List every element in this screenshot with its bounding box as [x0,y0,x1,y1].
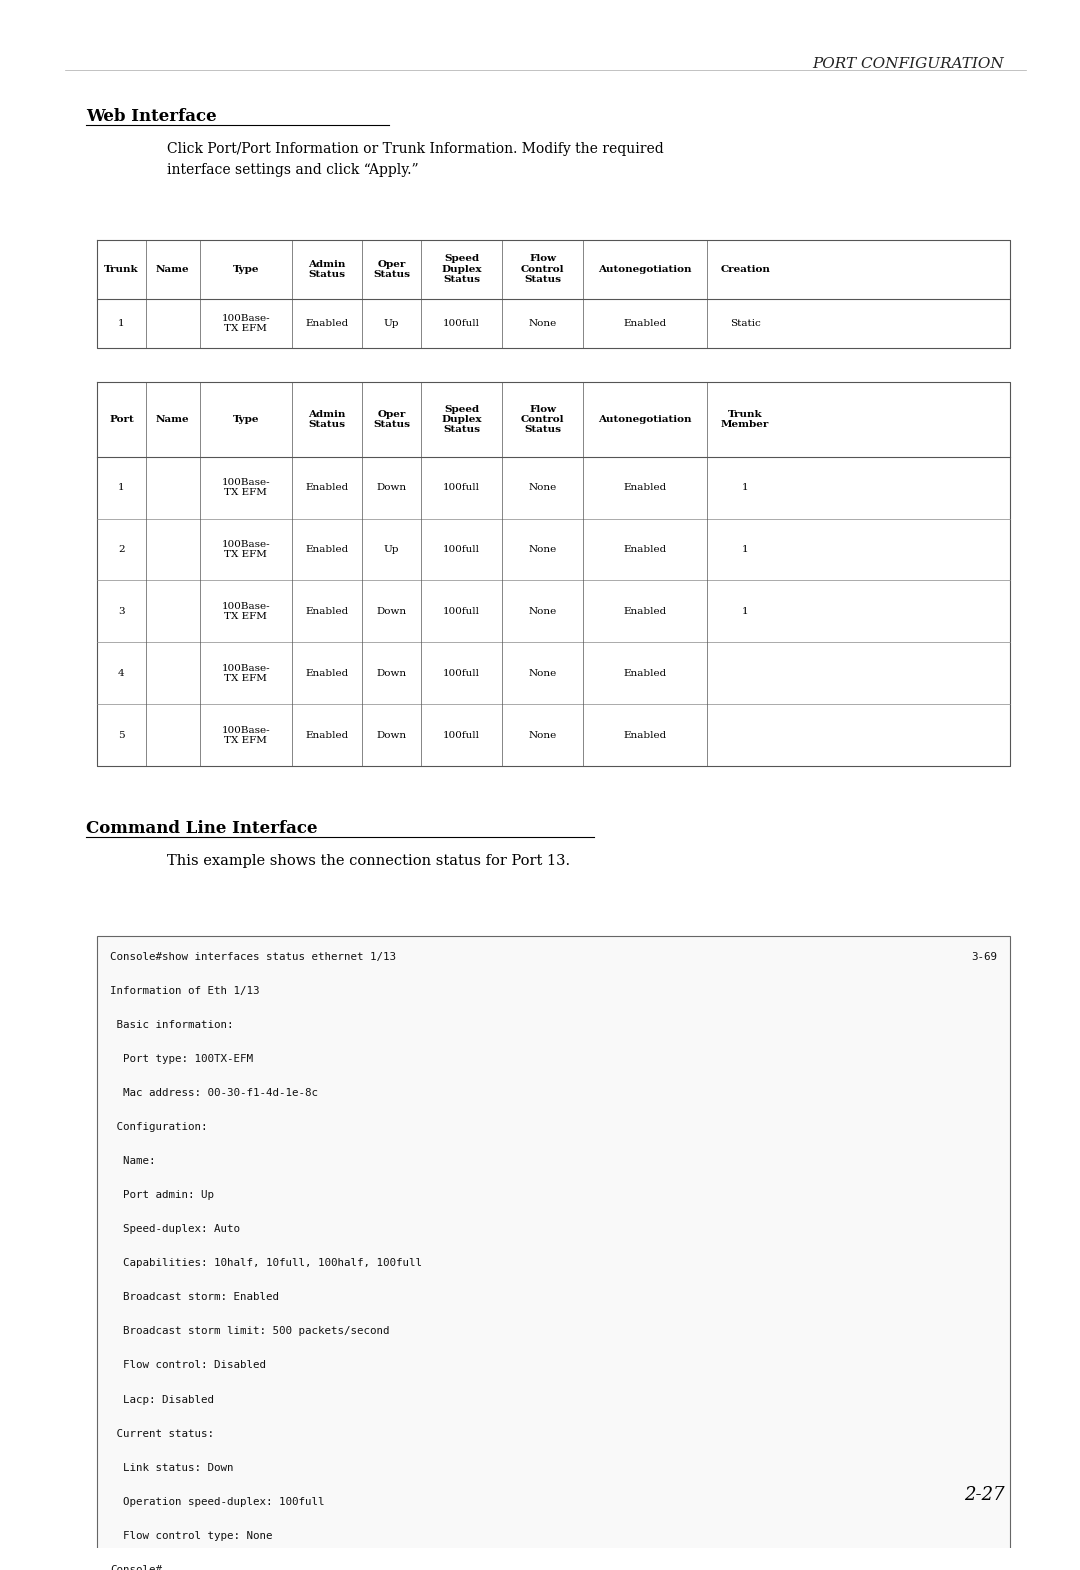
Text: Flow
Control
Status: Flow Control Status [521,405,565,435]
Text: Mac address: 00-30-f1-4d-1e-8c: Mac address: 00-30-f1-4d-1e-8c [110,1088,319,1097]
Text: Enabled: Enabled [305,669,349,678]
Text: This example shows the connection status for Port 13.: This example shows the connection status… [167,854,570,868]
Text: Current status:: Current status: [110,1429,214,1438]
Text: 100Base-
TX EFM: 100Base- TX EFM [221,725,270,744]
Text: 100Base-
TX EFM: 100Base- TX EFM [221,664,270,683]
Text: Operation speed-duplex: 100full: Operation speed-duplex: 100full [110,1496,325,1507]
Text: Admin
Status: Admin Status [308,259,346,279]
FancyBboxPatch shape [97,936,1010,1570]
Text: Down: Down [377,608,406,615]
Text: Enabled: Enabled [623,319,667,328]
Text: Oper
Status: Oper Status [373,259,410,279]
Text: Link status: Down: Link status: Down [110,1463,233,1473]
Text: Port admin: Up: Port admin: Up [110,1190,214,1199]
Text: 1: 1 [742,608,748,615]
Text: Enabled: Enabled [305,545,349,554]
Text: Enabled: Enabled [623,669,667,678]
Text: 100Base-
TX EFM: 100Base- TX EFM [221,477,270,498]
Text: Trunk: Trunk [104,265,139,273]
Text: Down: Down [377,484,406,491]
Text: Trunk
Member: Trunk Member [721,410,769,429]
Text: 100full: 100full [443,669,481,678]
Text: Type: Type [232,265,259,273]
Text: Autonegotiation: Autonegotiation [598,265,692,273]
Text: 100full: 100full [443,319,481,328]
Text: 5: 5 [118,730,125,739]
Text: Up: Up [383,319,400,328]
Text: None: None [528,608,557,615]
Text: Click Port/Port Information or Trunk Information. Modify the required
interface : Click Port/Port Information or Trunk Inf… [167,143,664,177]
Text: PORT CONFIGURATION: PORT CONFIGURATION [812,57,1004,71]
Text: 100full: 100full [443,484,481,491]
Text: Speed-duplex: Auto: Speed-duplex: Auto [110,1225,240,1234]
Text: Speed
Duplex
Status: Speed Duplex Status [442,254,482,284]
Text: Command Line Interface: Command Line Interface [86,821,318,837]
Text: 100full: 100full [443,730,481,739]
Text: None: None [528,484,557,491]
Text: 100full: 100full [443,608,481,615]
Text: 100Base-
TX EFM: 100Base- TX EFM [221,540,270,559]
Text: 100Base-
TX EFM: 100Base- TX EFM [221,314,270,333]
Text: Name: Name [156,414,190,424]
Text: 1: 1 [742,545,748,554]
Text: 2-27: 2-27 [963,1487,1004,1504]
Text: None: None [528,669,557,678]
Text: None: None [528,730,557,739]
Text: Enabled: Enabled [305,319,349,328]
Text: Console#show interfaces status ethernet 1/13: Console#show interfaces status ethernet … [110,951,396,962]
Text: Enabled: Enabled [623,608,667,615]
Text: 3: 3 [118,608,125,615]
Text: 1: 1 [118,319,125,328]
Text: 1: 1 [742,484,748,491]
Text: 1: 1 [118,484,125,491]
Text: Oper
Status: Oper Status [373,410,410,429]
Text: Down: Down [377,669,406,678]
Text: 100full: 100full [443,545,481,554]
Text: Flow control: Disabled: Flow control: Disabled [110,1361,266,1371]
Text: Information of Eth 1/13: Information of Eth 1/13 [110,986,259,995]
Text: 100Base-
TX EFM: 100Base- TX EFM [221,601,270,622]
Text: Enabled: Enabled [305,484,349,491]
Text: Port type: 100TX-EFM: Port type: 100TX-EFM [110,1053,253,1064]
Text: None: None [528,545,557,554]
Text: Autonegotiation: Autonegotiation [598,414,692,424]
Text: Enabled: Enabled [623,545,667,554]
Text: Admin
Status: Admin Status [308,410,346,429]
Text: Broadcast storm: Enabled: Broadcast storm: Enabled [110,1292,279,1303]
Text: Capabilities: 10half, 10full, 100half, 100full: Capabilities: 10half, 10full, 100half, 1… [110,1258,422,1269]
Text: Console#: Console# [110,1565,162,1570]
Text: 2: 2 [118,545,125,554]
Text: Basic information:: Basic information: [110,1020,233,1030]
Text: Lacp: Disabled: Lacp: Disabled [110,1394,214,1405]
Text: Enabled: Enabled [623,730,667,739]
Text: Name:: Name: [110,1156,156,1167]
Text: Enabled: Enabled [623,484,667,491]
Text: Name: Name [156,265,190,273]
Text: Broadcast storm limit: 500 packets/second: Broadcast storm limit: 500 packets/secon… [110,1327,390,1336]
Text: Flow
Control
Status: Flow Control Status [521,254,565,284]
Text: None: None [528,319,557,328]
Text: Enabled: Enabled [305,608,349,615]
Text: 4: 4 [118,669,125,678]
Text: Type: Type [232,414,259,424]
Text: Enabled: Enabled [305,730,349,739]
Text: Flow control type: None: Flow control type: None [110,1531,272,1540]
Text: 3-69: 3-69 [971,951,997,962]
Text: Up: Up [383,545,400,554]
Text: Static: Static [730,319,760,328]
Text: Down: Down [377,730,406,739]
Text: Web Interface: Web Interface [86,108,217,126]
Text: Creation: Creation [720,265,770,273]
Text: Speed
Duplex
Status: Speed Duplex Status [442,405,482,435]
Text: Configuration:: Configuration: [110,1123,207,1132]
Text: Port: Port [109,414,134,424]
